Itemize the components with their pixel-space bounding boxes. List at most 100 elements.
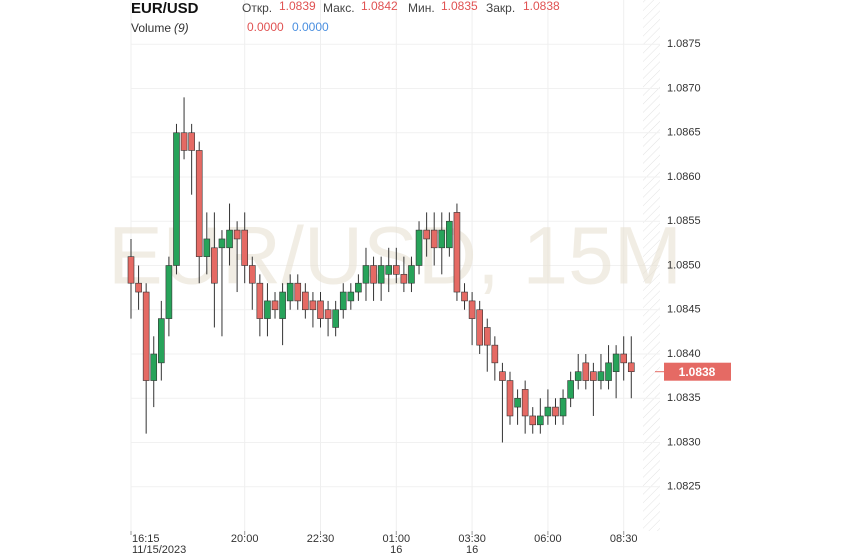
chart-title: EUR/USD — [131, 0, 199, 17]
header-label: Мин. — [408, 1, 435, 15]
x-tick-label: 20:00 — [231, 533, 259, 545]
candle-body — [544, 406, 552, 417]
candle-body — [627, 362, 635, 373]
candle-body — [605, 362, 612, 381]
candle-body — [218, 238, 226, 249]
y-tick-label: 1.0845 — [667, 304, 701, 316]
candle-body — [271, 300, 279, 311]
candle-body — [188, 132, 195, 151]
candle-body — [446, 220, 453, 249]
candle-body — [529, 415, 537, 426]
volume-period: (9) — [174, 21, 189, 35]
candle-body — [612, 353, 620, 373]
candle-body — [597, 371, 605, 381]
candle-body — [233, 229, 241, 240]
y-tick-label: 1.0865 — [667, 127, 701, 139]
candle-body — [415, 229, 423, 266]
candle-body — [324, 309, 332, 319]
header-label: Закр. — [486, 1, 515, 15]
x-date-label: 16 — [466, 544, 478, 556]
y-tick-label: 1.0830 — [667, 436, 701, 448]
candle-body — [355, 282, 362, 293]
header-label: Макс. — [323, 1, 355, 15]
header-value: 1.0842 — [361, 0, 398, 13]
y-tick-label: 1.0860 — [667, 171, 701, 183]
candle-body — [552, 406, 559, 417]
candle-body — [385, 265, 393, 275]
candle-body — [392, 265, 400, 275]
candle-body — [430, 229, 438, 249]
candle-body — [195, 150, 203, 257]
candle-body — [408, 265, 415, 284]
header-value: 1.0839 — [279, 0, 316, 13]
candle-body — [461, 291, 468, 302]
candle-body — [226, 229, 233, 249]
candle-body — [506, 380, 514, 417]
y-tick-label: 1.0855 — [667, 215, 701, 227]
candle-body — [302, 291, 309, 311]
price-tag — [664, 362, 731, 381]
candle-body — [483, 327, 491, 346]
candle-body — [286, 282, 294, 302]
candle-body — [264, 300, 271, 319]
header-label: Откр. — [242, 1, 272, 15]
candle-body — [142, 291, 150, 381]
candle-body — [468, 300, 476, 319]
candle-body — [438, 229, 446, 249]
candle-body — [590, 371, 597, 381]
candle-body — [537, 415, 544, 426]
x-tick-label: 01:00 — [383, 533, 411, 545]
candle-body — [150, 353, 158, 381]
candle-body — [279, 291, 286, 319]
y-tick-label: 1.0825 — [667, 481, 701, 493]
x-tick-label: 16:15 — [132, 533, 160, 545]
candle-body — [241, 229, 248, 266]
y-tick-label: 1.0875 — [667, 38, 701, 50]
candle-body — [165, 265, 173, 319]
candle-body — [521, 389, 529, 417]
candle-body — [499, 371, 506, 381]
candle-body — [294, 282, 302, 302]
candle-body — [203, 238, 211, 257]
watermark: EUR/USD, 15M — [108, 211, 682, 302]
candle-body — [248, 265, 256, 284]
candle-body — [476, 309, 483, 346]
candle-body — [309, 300, 317, 311]
candle-body — [559, 397, 567, 417]
candle-body — [135, 282, 142, 293]
candle-body — [173, 132, 180, 266]
candle-body — [423, 229, 430, 240]
candle-body — [180, 132, 188, 151]
candle-body — [211, 247, 218, 284]
candle-body — [362, 265, 370, 284]
x-tick-label: 08:30 — [610, 533, 638, 545]
candle-body — [400, 274, 408, 284]
y-tick-label: 1.0835 — [667, 392, 701, 404]
candle-body — [453, 212, 461, 293]
x-tick-label: 03:30 — [458, 533, 486, 545]
candle-body — [567, 380, 574, 399]
candle-body — [339, 291, 347, 311]
candle-body — [158, 318, 165, 364]
header-value: 1.0835 — [441, 0, 478, 13]
volume-value: 0.0000 — [292, 20, 329, 34]
x-date-label: 11/15/2023 — [132, 544, 186, 556]
candle-body — [514, 397, 521, 408]
price-tag-label: 1.0838 — [679, 365, 716, 379]
x-tick-label: 22:30 — [307, 533, 335, 545]
header-value: 1.0838 — [523, 0, 560, 13]
y-tick-label: 1.0850 — [667, 259, 701, 271]
x-date-label: 16 — [390, 544, 402, 556]
candle-body — [332, 309, 339, 328]
y-tick-label: 1.0840 — [667, 348, 701, 360]
candle-body — [317, 300, 324, 319]
volume-name: Volume — [131, 21, 171, 35]
y-tick-label: 1.0870 — [667, 82, 701, 94]
candle-body — [377, 265, 385, 284]
candle-body — [370, 265, 377, 284]
x-tick-label: 06:00 — [534, 533, 562, 545]
candle-body — [127, 256, 135, 284]
candle-body — [620, 353, 628, 364]
candle-body — [347, 291, 355, 302]
